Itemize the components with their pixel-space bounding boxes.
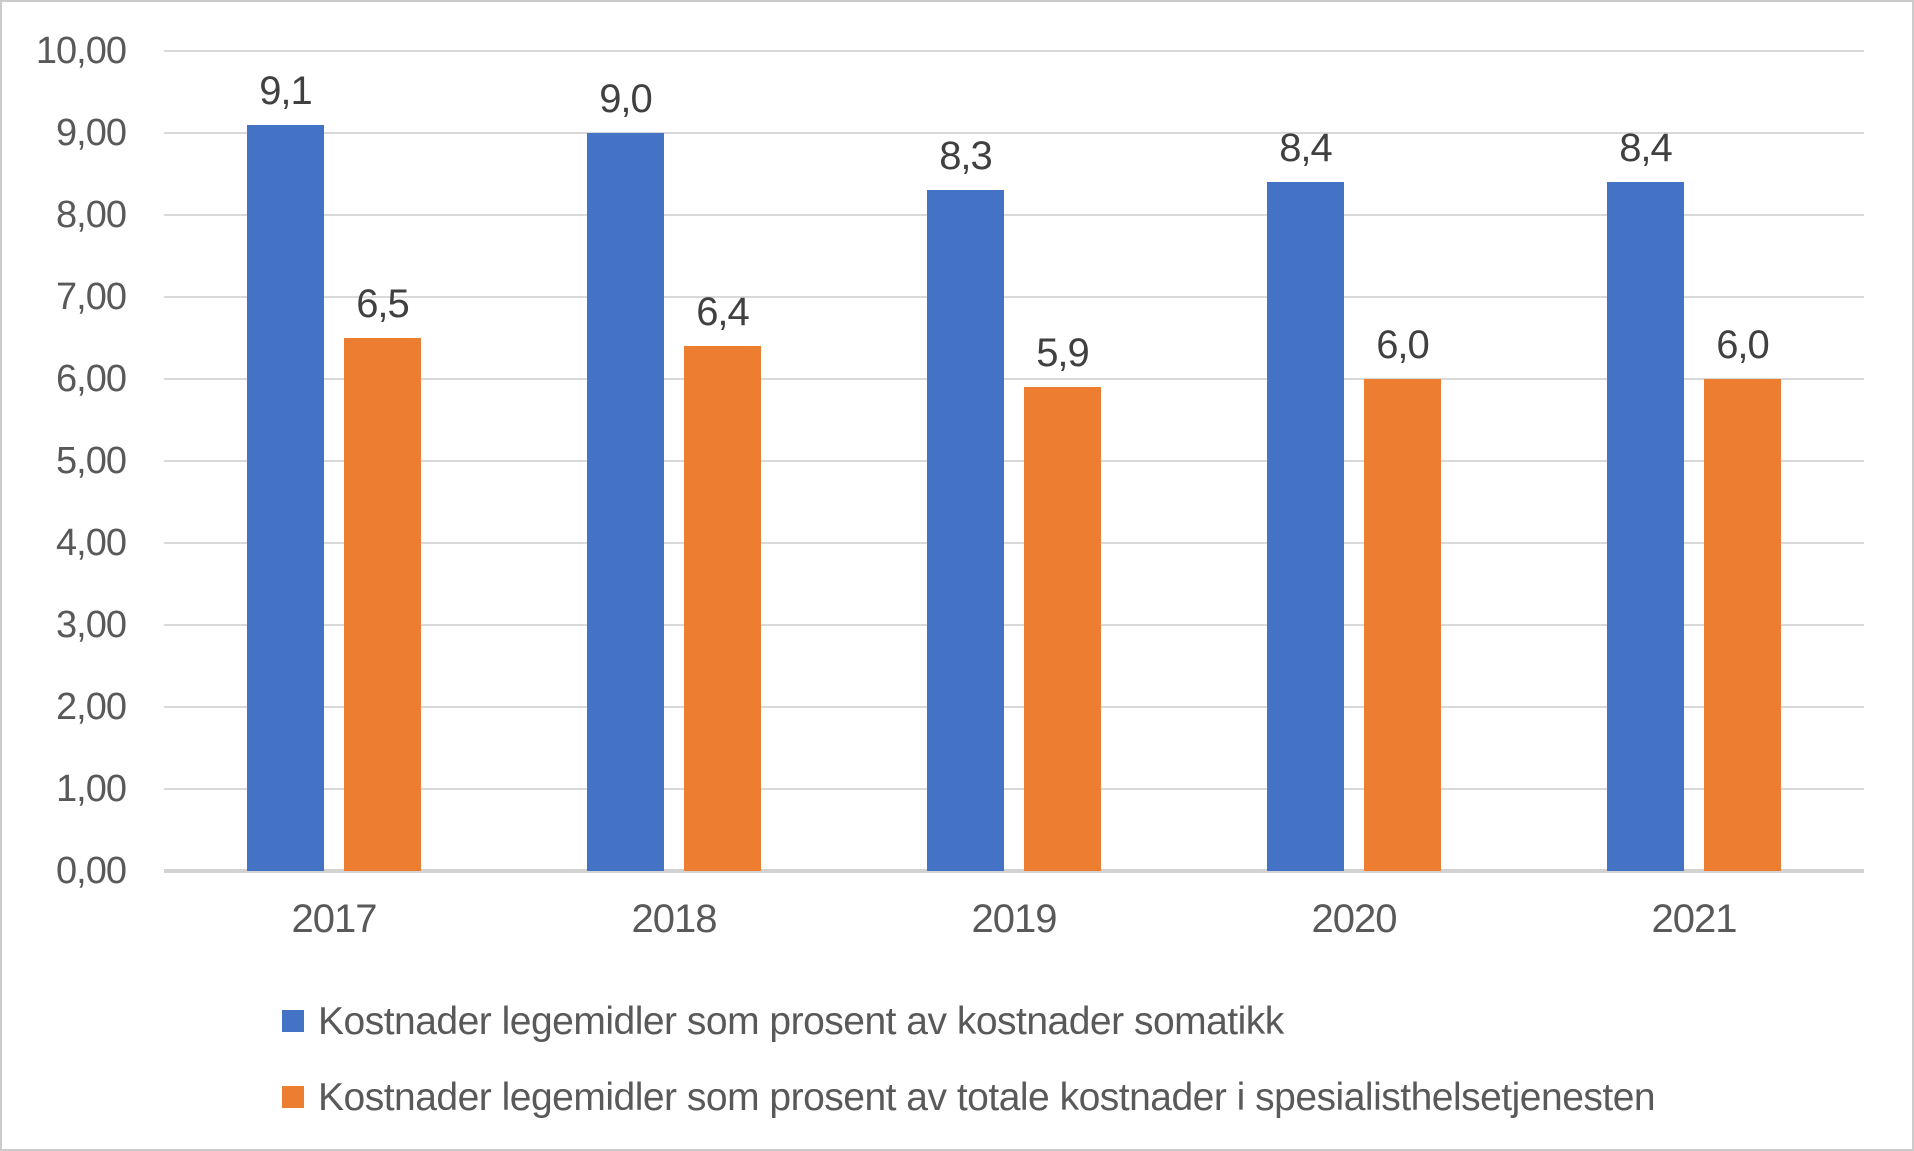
x-axis-label-2018: 2018 <box>631 897 718 941</box>
y-axis-tick: 0,00 <box>56 850 127 892</box>
data-label-somatikk-2017: 9,1 <box>259 68 313 113</box>
bar-somatikk-2020 <box>1267 182 1344 871</box>
y-axis-tick: 8,00 <box>56 194 127 236</box>
data-label-spesialisthelsetjenesten-2021: 6,0 <box>1716 323 1770 367</box>
legend-label-spesialisthelsetjenesten: Kostnader legemidler som prosent av tota… <box>318 1075 1656 1119</box>
y-axis-tick: 3,00 <box>56 604 127 646</box>
bar-spesialisthelsetjenesten-2017 <box>344 338 421 871</box>
y-axis-tick: 5,00 <box>56 440 127 482</box>
y-axis: 0,00 1,00 2,00 3,00 4,00 5,00 6,00 7,00 8,00 9,00… <box>10 32 127 890</box>
gridline <box>164 624 1864 626</box>
bar-spesialisthelsetjenesten-2018 <box>684 346 761 871</box>
x-axis-label-2019: 2019 <box>971 897 1058 941</box>
gridline <box>164 542 1864 544</box>
data-label-spesialisthelsetjenesten-2018: 6,4 <box>696 290 750 335</box>
y-axis-tick: 10,00 <box>35 30 127 72</box>
x-axis-label-2017: 2017 <box>291 897 378 941</box>
legend-item-somatikk: Kostnader legemidler som prosent av kost… <box>282 1000 1655 1042</box>
gridline <box>164 50 1864 52</box>
gridline <box>164 378 1864 380</box>
y-axis-tick: 9,00 <box>56 112 127 154</box>
bar-somatikk-2021 <box>1607 182 1684 871</box>
bar-somatikk-2019 <box>927 190 1004 871</box>
y-axis-tick: 4,00 <box>56 522 127 564</box>
y-axis-tick: 1,00 <box>56 768 127 810</box>
bar-spesialisthelsetjenesten-2019 <box>1024 387 1101 871</box>
gridline <box>164 706 1864 708</box>
data-label-spesialisthelsetjenesten-2019: 5,9 <box>1036 331 1090 376</box>
data-label-spesialisthelsetjenesten-2020: 6,0 <box>1376 323 1430 367</box>
data-label-spesialisthelsetjenesten-2017: 6,5 <box>356 282 410 326</box>
gridline <box>164 460 1864 462</box>
y-axis-tick: 6,00 <box>56 358 127 400</box>
bar-somatikk-2017 <box>247 124 324 871</box>
legend-item-spesialisthelsetjenesten: Kostnader legemidler som prosent av tota… <box>282 1075 1656 1119</box>
data-label-somatikk-2019: 8,3 <box>939 134 993 179</box>
bar-somatikk-2018 <box>587 133 664 871</box>
gridline <box>164 788 1864 790</box>
legend: Kostnader legemidler som prosent av kost… <box>282 1000 1656 1149</box>
x-axis-label-2021: 2021 <box>1651 897 1738 941</box>
data-label-somatikk-2021: 8,4 <box>1619 126 1673 171</box>
gridline <box>164 214 1864 216</box>
data-label-somatikk-2020: 8,4 <box>1279 126 1333 171</box>
bar-spesialisthelsetjenesten-2020 <box>1364 379 1441 871</box>
y-axis-tick: 2,00 <box>56 686 127 728</box>
gridline <box>164 296 1864 298</box>
data-label-somatikk-2018: 9,0 <box>599 77 653 121</box>
legend-swatch-spesialisthelsetjenesten <box>282 1086 304 1108</box>
legend-label-somatikk: Kostnader legemidler som prosent av kost… <box>318 999 1284 1043</box>
bar-spesialisthelsetjenesten-2021 <box>1704 379 1781 871</box>
gridline <box>164 132 1864 134</box>
x-axis-line <box>164 869 1864 873</box>
x-axis-label-2020: 2020 <box>1311 897 1398 941</box>
plot-area: 9,1 9,0 8,3 8,4 8,4 6,5 6,4 5,9 6,0 6,0 <box>164 50 1864 873</box>
y-axis-tick: 7,00 <box>56 276 127 318</box>
legend-swatch-somatikk <box>282 1010 304 1032</box>
